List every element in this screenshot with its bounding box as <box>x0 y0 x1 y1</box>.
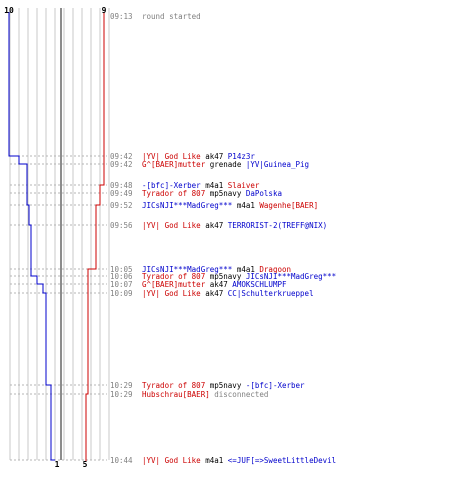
event-row: 09:48 -[bfc]-Xerber m4a1 Slaiver <box>110 181 260 190</box>
red-team-start-count: 9 <box>102 6 107 15</box>
red-team-count-line <box>85 12 105 462</box>
event-time: 10:29 <box>110 390 133 399</box>
event-time: 09:13 <box>110 12 133 21</box>
event-player: DaPolska <box>241 189 282 198</box>
event-text: G^[BAER]mutter ak47 AMOKSCHLUMPF <box>142 280 287 289</box>
event-player: Dragoon <box>255 265 291 274</box>
event-weapon: ak47 <box>201 289 224 298</box>
event-player: Tyrador of 807 <box>142 272 205 281</box>
event-row: 10:29 Tyrador of 807 mp5navy -[bfc]-Xerbe… <box>110 381 305 390</box>
event-player: -[bfc]-Xerber <box>241 381 305 390</box>
event-player: JICsNJI***MadGreg*** <box>241 272 336 281</box>
event-weapon: mp5navy <box>205 189 242 198</box>
event-text: G^[BAER]mutter grenade |YV|Guinea_Pig <box>142 160 309 169</box>
event-player: Hubschrau[BAER] <box>142 390 210 399</box>
event-time: 09:42 <box>110 152 133 161</box>
event-player: |YV| God Like <box>142 289 201 298</box>
event-player: P14z3r <box>223 152 255 161</box>
event-weapon: mp5navy <box>205 272 242 281</box>
blue-team-start-count: 10 <box>4 6 14 15</box>
event-text: Hubschrau[BAER] disconnected <box>142 390 268 399</box>
event-text: |YV| God Like m4a1 <=JUF[=>SweetLittleDe… <box>142 456 336 465</box>
team-player-count-lines <box>8 12 105 462</box>
event-text: -[bfc]-Xerber m4a1 Slaiver <box>142 181 260 190</box>
event-time: 09:48 <box>110 181 133 190</box>
event-weapon: m4a1 <box>201 456 224 465</box>
event-player: Tyrador of 807 <box>142 189 205 198</box>
event-player: JICsNJI***MadGreg*** <box>142 265 232 274</box>
event-time: 10:06 <box>110 272 133 281</box>
event-weapon: m4a1 <box>232 201 255 210</box>
event-time: 09:42 <box>110 160 133 169</box>
event-row: 09:13 round started <box>110 12 201 21</box>
event-row: 09:56 |YV| God Like ak47 TERRORIST-2(TREF… <box>110 221 327 230</box>
event-player: AMOKSCHLUMPF <box>228 280 287 289</box>
event-player: |YV|Guinea_Pig <box>241 160 309 169</box>
event-player: Slaiver <box>223 181 260 190</box>
event-player: TERRORIST-2(TREFF@NIX) <box>223 221 327 230</box>
event-connector-lines <box>10 155 107 461</box>
event-text: round started <box>142 12 201 21</box>
event-row: 10:44 |YV| God Like m4a1 <=JUF[=>SweetLit… <box>110 456 336 465</box>
event-time: 09:52 <box>110 201 133 210</box>
event-row: 09:42 |YV| God Like ak47 P14z3r <box>110 152 255 161</box>
event-text: Tyrador of 807 mp5navy JICsNJI***MadGreg… <box>142 272 336 281</box>
event-player: Wagenhe[BAER] <box>255 201 318 210</box>
event-time: 10:05 <box>110 265 133 274</box>
event-time: 10:44 <box>110 456 133 465</box>
event-text: |YV| God Like ak47 P14z3r <box>142 152 255 161</box>
event-player: |YV| God Like <box>142 152 201 161</box>
event-time: 10:29 <box>110 381 133 390</box>
event-row: 09:52 JICsNJI***MadGreg*** m4a1 Wagenhe[B… <box>110 201 318 210</box>
event-row: 10:29 Hubschrau[BAER] disconnected <box>110 390 268 399</box>
event-weapon: ak47 <box>201 152 224 161</box>
event-text: |YV| God Like ak47 TERRORIST-2(TREFF@NIX… <box>142 221 327 230</box>
event-weapon: grenade <box>205 160 242 169</box>
event-row: 10:07 G^[BAER]mutter ak47 AMOKSCHLUMPF <box>110 280 287 289</box>
event-text: |YV| God Like ak47 CC|Schulterkrueppel <box>142 289 314 298</box>
event-text: JICsNJI***MadGreg*** m4a1 Dragoon <box>142 265 291 274</box>
event-player: CC|Schulterkrueppel <box>223 289 313 298</box>
event-player: |YV| God Like <box>142 456 201 465</box>
event-row: 10:05 JICsNJI***MadGreg*** m4a1 Dragoon <box>110 265 291 274</box>
event-weapon: m4a1 <box>232 265 255 274</box>
event-row: 10:09 |YV| God Like ak47 CC|Schulterkruep… <box>110 289 314 298</box>
event-row: 09:42 G^[BAER]mutter grenade |YV|Guinea_P… <box>110 160 309 169</box>
event-player: <=JUF[=>SweetLittleDevil <box>223 456 336 465</box>
event-text: JICsNJI***MadGreg*** m4a1 Wagenhe[BAER] <box>142 201 318 210</box>
event-player: -[bfc]-Xerber <box>142 181 201 190</box>
event-player: JICsNJI***MadGreg*** <box>142 201 232 210</box>
event-player: G^[BAER]mutter <box>142 160 206 169</box>
blue-team-count-line <box>8 12 55 461</box>
event-weapon: m4a1 <box>201 181 224 190</box>
event-time: 10:07 <box>110 280 133 289</box>
event-time: 10:09 <box>110 289 133 298</box>
event-row: 09:49 Tyrador of 807 mp5navy DaPolska <box>110 189 282 198</box>
event-message: disconnected <box>210 390 269 399</box>
blue-team-end-count: 1 <box>55 460 60 469</box>
grid-lines <box>9 8 110 460</box>
event-message: round started <box>142 12 201 21</box>
event-time: 09:56 <box>110 221 133 230</box>
event-weapon: ak47 <box>205 280 228 289</box>
event-player: Tyrador of 807 <box>142 381 205 390</box>
event-row: 10:06 Tyrador of 807 mp5navy JICsNJI***Ma… <box>110 272 336 281</box>
red-team-end-count: 5 <box>83 460 88 469</box>
event-weapon: mp5navy <box>205 381 242 390</box>
event-text: Tyrador of 807 mp5navy DaPolska <box>142 189 282 198</box>
event-log: 09:13 round started 09:42 |YV| God Like ak4… <box>110 12 336 465</box>
event-player: G^[BAER]mutter <box>142 280 206 289</box>
event-text: Tyrador of 807 mp5navy -[bfc]-Xerber <box>142 381 305 390</box>
event-weapon: ak47 <box>201 221 224 230</box>
event-player: |YV| God Like <box>142 221 201 230</box>
event-time: 09:49 <box>110 189 133 198</box>
